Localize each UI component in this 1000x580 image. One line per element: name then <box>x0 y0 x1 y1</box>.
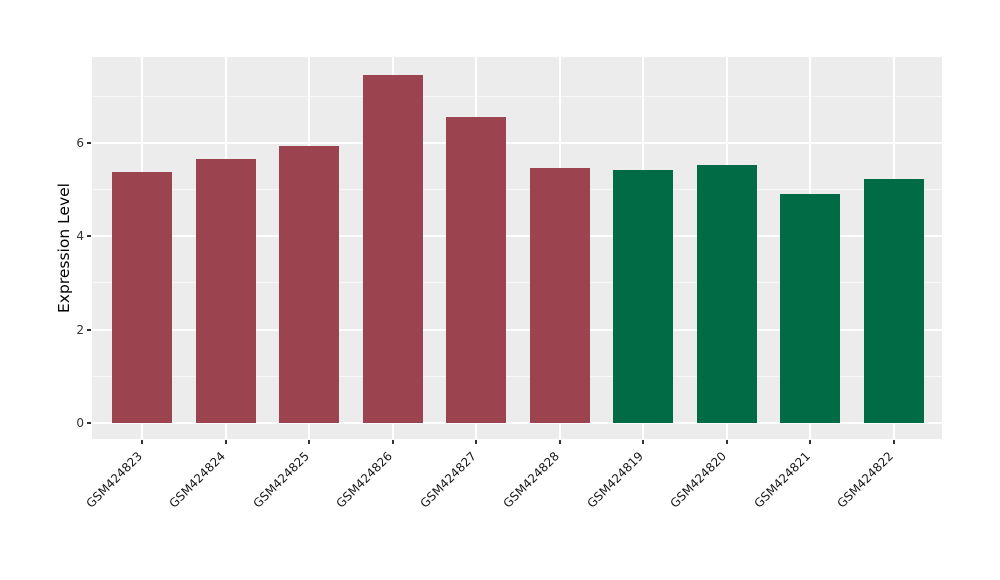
x-tick-label-GSM424822: GSM424822 <box>834 449 897 511</box>
x-tick-label-GSM424827: GSM424827 <box>417 449 479 511</box>
y-tick-label: 4 <box>76 229 84 244</box>
x-tick-mark <box>809 439 811 444</box>
x-tick-mark <box>558 439 561 444</box>
x-tick-mark <box>725 439 728 444</box>
x-tick-label-GSM424828: GSM424828 <box>500 449 563 511</box>
major-gridline <box>92 235 942 238</box>
x-tick-mark <box>308 439 310 444</box>
bar-GSM424824 <box>195 159 256 423</box>
bar-GSM424825 <box>279 145 339 423</box>
y-tick-mark <box>87 235 91 238</box>
x-tick-label-GSM424820: GSM424820 <box>667 449 730 511</box>
bar-GSM424823 <box>112 172 172 423</box>
bar-GSM424820 <box>696 165 757 423</box>
bar-GSM424819 <box>613 169 673 423</box>
major-gridline <box>92 142 942 145</box>
y-tick-label: 6 <box>76 136 84 151</box>
y-tick-label: 2 <box>76 322 84 337</box>
bar-GSM424821 <box>780 194 840 423</box>
x-tick-label-GSM424823: GSM424823 <box>83 449 145 511</box>
bar-GSM424826 <box>362 75 423 423</box>
minor-gridline <box>92 96 942 98</box>
y-tick-label: 0 <box>76 415 84 430</box>
x-tick-label-GSM424819: GSM424819 <box>584 449 646 511</box>
bar-GSM424822 <box>863 178 924 423</box>
y-axis-title: Expression Level <box>55 183 73 313</box>
plot-panel <box>92 57 942 439</box>
major-gridline <box>92 421 942 424</box>
bar-GSM424827 <box>446 116 506 423</box>
minor-gridline <box>92 282 942 284</box>
x-tick-label-GSM424826: GSM424826 <box>333 449 396 511</box>
x-tick-label-GSM424821: GSM424821 <box>751 449 813 511</box>
x-tick-mark <box>141 439 143 444</box>
y-tick-mark <box>87 142 91 145</box>
y-tick-mark <box>87 328 91 331</box>
x-tick-mark <box>224 439 227 444</box>
minor-gridline <box>92 189 942 191</box>
bar-GSM424828 <box>529 167 590 423</box>
x-tick-mark <box>892 439 895 444</box>
x-tick-label-GSM424825: GSM424825 <box>250 449 312 511</box>
x-tick-mark <box>642 439 644 444</box>
x-tick-label-GSM424824: GSM424824 <box>166 449 229 511</box>
major-gridline <box>92 328 942 331</box>
y-tick-mark <box>87 421 91 424</box>
minor-gridline <box>92 375 942 377</box>
x-tick-mark <box>475 439 477 444</box>
x-tick-mark <box>391 439 394 444</box>
